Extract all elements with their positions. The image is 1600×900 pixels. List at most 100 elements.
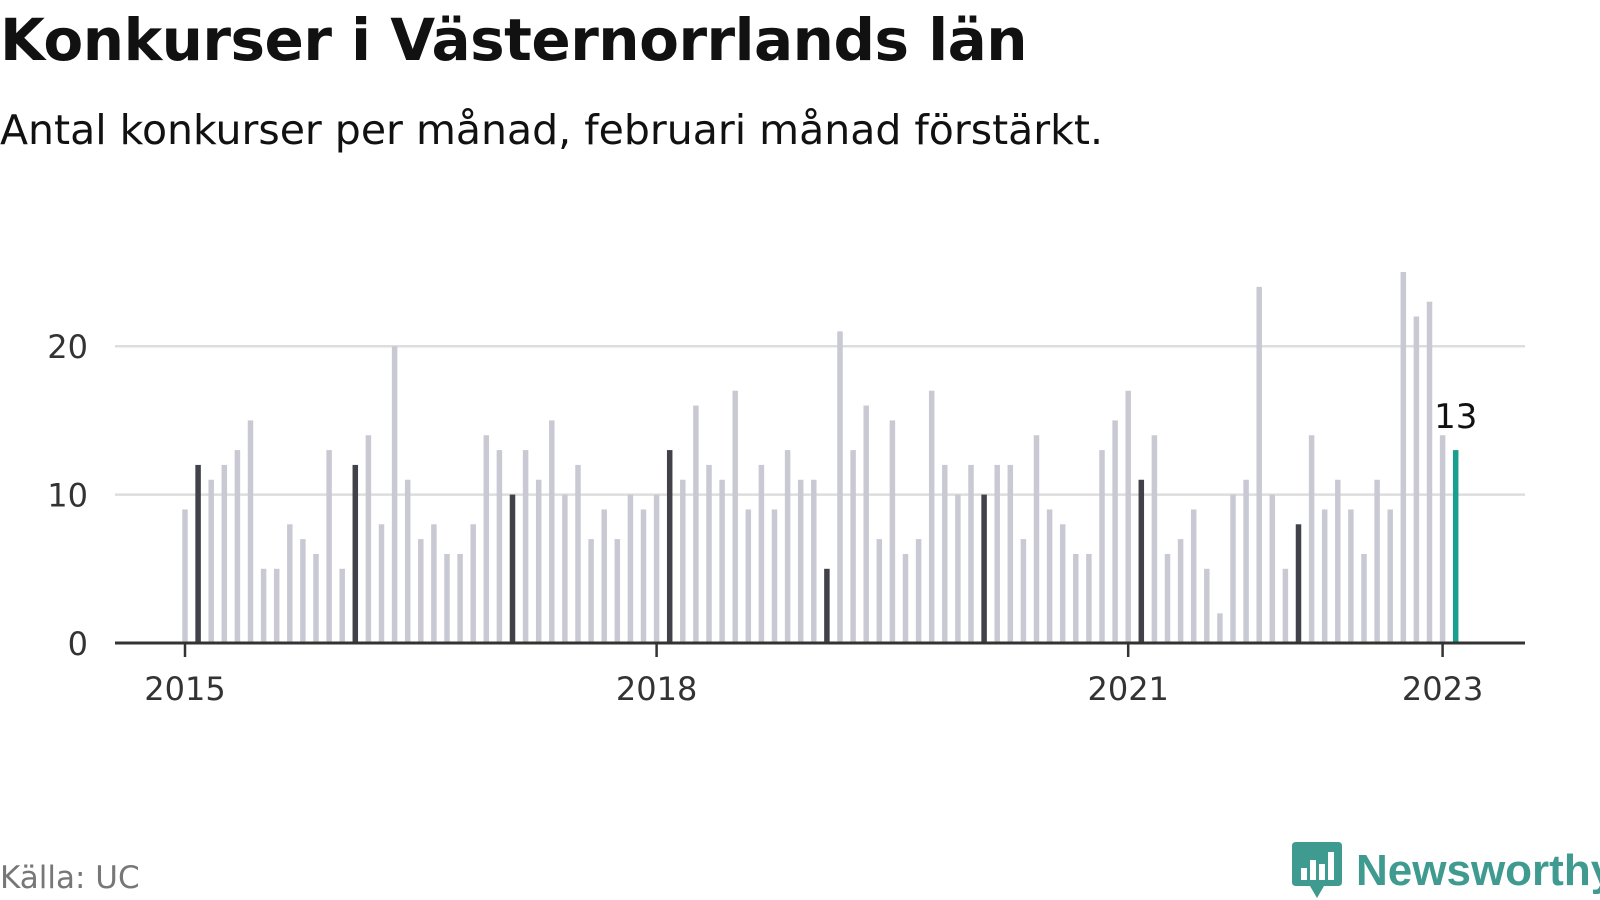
bar — [666, 450, 673, 643]
bar — [300, 539, 306, 643]
bar — [365, 435, 372, 643]
bar — [247, 420, 254, 643]
bar — [1439, 435, 1446, 643]
bar — [1164, 553, 1171, 643]
bar — [1308, 435, 1315, 643]
bar — [1086, 553, 1092, 643]
bar — [850, 450, 856, 643]
bar — [522, 450, 529, 643]
bar — [509, 494, 516, 643]
bar — [470, 524, 476, 643]
bar — [588, 539, 594, 643]
brand-logo: Newsworthy — [1292, 842, 1600, 900]
bar — [732, 390, 738, 643]
bar — [1348, 509, 1354, 643]
bar — [195, 464, 201, 643]
bar — [1177, 539, 1184, 643]
bar — [797, 479, 804, 643]
bar — [706, 464, 712, 643]
bar — [431, 524, 437, 643]
bar — [549, 420, 555, 643]
bar — [1426, 301, 1433, 643]
bar — [313, 553, 319, 643]
bar — [1046, 509, 1053, 643]
x-tick-label: 2023 — [1402, 670, 1483, 708]
bar — [1413, 316, 1420, 643]
bar — [391, 346, 398, 643]
bar — [942, 464, 948, 643]
source-note: Källa: UC — [0, 860, 140, 896]
bar — [273, 568, 280, 643]
bar — [339, 568, 345, 643]
bar — [863, 405, 869, 643]
bar — [955, 494, 961, 643]
bar — [902, 553, 909, 643]
bar — [1059, 524, 1066, 643]
bar — [627, 494, 634, 643]
bar — [928, 390, 935, 643]
y-axis-ticks: 0 10 20 — [47, 328, 88, 663]
bar — [418, 539, 424, 643]
bar — [1452, 450, 1459, 643]
bar — [182, 509, 188, 643]
bar — [680, 479, 686, 643]
bars — [182, 272, 1459, 643]
gridlines — [115, 344, 1525, 496]
bar — [1138, 479, 1145, 643]
bar — [876, 539, 883, 643]
bar — [444, 553, 450, 643]
bar — [1190, 509, 1197, 643]
bar — [601, 509, 607, 643]
bar — [771, 509, 778, 643]
bar — [1073, 553, 1079, 643]
chart-title: Konkurser i Västernorrlands län — [0, 6, 1028, 74]
bar — [968, 464, 974, 643]
bar — [693, 405, 699, 643]
bar — [1125, 390, 1131, 643]
bar — [889, 420, 896, 643]
brand-name: Newsworthy — [1356, 846, 1600, 895]
x-tick-label: 2015 — [144, 670, 225, 708]
latest-value-label: 13 — [1434, 397, 1477, 437]
bar — [575, 464, 581, 643]
bar — [287, 524, 293, 643]
bar — [457, 553, 463, 643]
bar — [1256, 286, 1262, 643]
bar-chart-speech-bubble-icon — [1292, 842, 1342, 898]
bar — [1020, 539, 1027, 643]
bar — [221, 464, 228, 643]
x-tick-label: 2021 — [1087, 670, 1168, 708]
y-tick-label: 20 — [47, 328, 88, 366]
bar — [562, 494, 568, 643]
bar — [1204, 568, 1210, 643]
bar — [719, 479, 725, 643]
chart-subtitle: Antal konkurser per månad, februari måna… — [0, 106, 1104, 154]
bar — [1400, 272, 1407, 643]
bar — [1269, 494, 1276, 643]
bar — [326, 450, 332, 643]
bar — [758, 464, 765, 643]
bar — [496, 450, 503, 643]
bar — [640, 509, 647, 643]
bar — [1387, 509, 1393, 643]
bar — [404, 479, 411, 643]
bar — [1007, 464, 1014, 643]
bar — [811, 479, 817, 643]
y-tick-label: 10 — [47, 477, 88, 515]
bar — [1151, 435, 1158, 643]
bar — [208, 479, 214, 643]
bar — [915, 539, 922, 643]
bar — [1112, 420, 1118, 643]
bar — [1243, 479, 1249, 643]
bar — [1335, 479, 1341, 643]
bar — [784, 450, 791, 643]
x-tick-label: 2018 — [616, 670, 697, 708]
bar — [653, 494, 660, 643]
y-tick-label: 0 — [68, 625, 88, 663]
bar — [1321, 509, 1328, 643]
bar — [745, 509, 752, 643]
bar — [1374, 479, 1380, 643]
bar — [234, 450, 241, 643]
bar — [1282, 568, 1289, 643]
